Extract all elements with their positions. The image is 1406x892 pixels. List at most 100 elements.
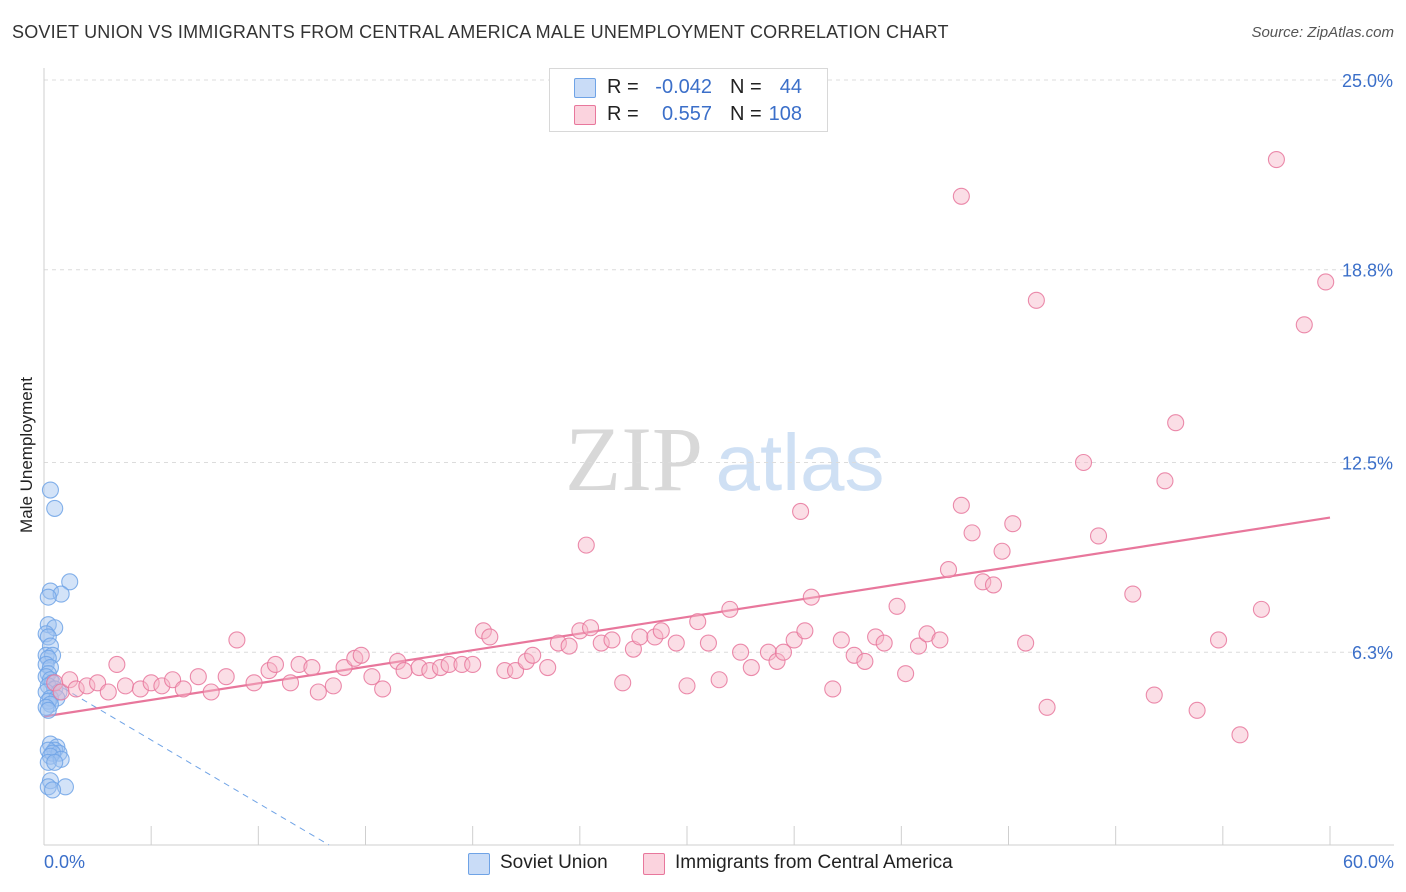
point-central-america bbox=[481, 628, 499, 646]
legend-row-soviet-union: R = -0.042 N = 44 bbox=[550, 74, 827, 100]
point-central-america bbox=[592, 634, 610, 652]
point-central-america bbox=[845, 646, 863, 664]
source-label: Source: ZipAtlas.com bbox=[1251, 24, 1394, 41]
series-label-central-america: Immigrants from Central America bbox=[675, 852, 953, 873]
point-central-america bbox=[1089, 527, 1108, 545]
series-swatch-soviet-union bbox=[468, 853, 490, 875]
point-soviet-union bbox=[44, 781, 62, 799]
correlation-legend: R = -0.042 N = 44 R = 0.557 N = 108 bbox=[549, 68, 828, 132]
point-central-america bbox=[67, 680, 85, 698]
point-central-america bbox=[290, 655, 308, 674]
point-central-america bbox=[517, 652, 535, 670]
point-soviet-union bbox=[39, 701, 57, 719]
point-central-america bbox=[742, 658, 760, 677]
point-central-america bbox=[796, 622, 814, 640]
point-soviet-union bbox=[39, 753, 57, 771]
point-central-america bbox=[984, 576, 1003, 594]
point-central-america bbox=[856, 652, 874, 670]
point-central-america bbox=[824, 680, 842, 698]
point-central-america bbox=[1267, 151, 1285, 169]
point-central-america bbox=[374, 680, 392, 698]
point-central-america bbox=[352, 646, 370, 664]
legend-n-label: N = bbox=[730, 76, 762, 98]
point-central-america bbox=[389, 652, 407, 670]
point-central-america bbox=[1317, 273, 1335, 291]
point-central-america bbox=[260, 662, 278, 680]
legend-n-value: 44 bbox=[779, 76, 802, 98]
point-central-america bbox=[1156, 472, 1174, 490]
point-central-america bbox=[939, 561, 958, 579]
point-central-america bbox=[1295, 316, 1313, 334]
chart-title: SOVIET UNION VS IMMIGRANTS FROM CENTRAL … bbox=[12, 22, 949, 42]
legend-r-value: -0.042 bbox=[655, 76, 712, 98]
point-central-america bbox=[1074, 453, 1093, 472]
series-label-soviet-union: Soviet Union bbox=[500, 852, 608, 873]
point-central-america bbox=[474, 622, 492, 640]
point-central-america bbox=[303, 658, 321, 677]
point-central-america bbox=[732, 643, 750, 661]
point-central-america bbox=[631, 628, 649, 646]
point-soviet-union bbox=[46, 753, 64, 771]
point-central-america bbox=[974, 573, 992, 591]
legend-row-central-america: R = 0.557 N = 108 bbox=[550, 101, 827, 127]
x-tick-label-max: 60.0% bbox=[1342, 852, 1394, 872]
point-central-america bbox=[281, 674, 300, 692]
point-central-america bbox=[689, 613, 707, 631]
point-central-america bbox=[571, 622, 589, 640]
point-central-america bbox=[245, 674, 263, 692]
point-central-america bbox=[202, 683, 220, 701]
point-central-america bbox=[678, 677, 696, 695]
point-central-america bbox=[560, 637, 578, 655]
point-soviet-union bbox=[61, 573, 79, 591]
point-central-america bbox=[652, 622, 670, 640]
legend-r-label: R = bbox=[607, 103, 639, 125]
legend-swatch-central-america bbox=[574, 105, 596, 125]
x-tick-label-min: 0.0% bbox=[44, 852, 86, 872]
series-swatch-central-america bbox=[643, 853, 665, 875]
point-central-america bbox=[142, 674, 160, 692]
legend-swatch-soviet-union bbox=[574, 78, 596, 98]
point-central-america bbox=[189, 668, 207, 686]
point-central-america bbox=[603, 631, 621, 649]
point-central-america bbox=[774, 643, 793, 661]
point-central-america bbox=[78, 677, 96, 695]
point-central-america bbox=[1038, 698, 1056, 716]
point-central-america bbox=[832, 631, 850, 649]
point-central-america bbox=[1027, 291, 1045, 309]
point-soviet-union bbox=[46, 619, 64, 637]
point-central-america bbox=[309, 683, 327, 701]
point-central-america bbox=[897, 665, 915, 683]
point-central-america bbox=[174, 680, 192, 698]
point-central-america bbox=[1231, 726, 1249, 744]
point-central-america bbox=[539, 658, 557, 677]
point-central-america bbox=[153, 677, 171, 695]
y-tick-label: 6.3% bbox=[1352, 643, 1393, 663]
point-central-america bbox=[993, 542, 1011, 560]
point-central-america bbox=[1124, 585, 1142, 603]
point-central-america bbox=[646, 628, 664, 646]
point-central-america bbox=[217, 668, 235, 686]
point-central-america bbox=[131, 680, 149, 698]
point-central-america bbox=[710, 671, 728, 689]
trend-line-soviet-union bbox=[43, 676, 330, 846]
point-central-america bbox=[108, 655, 126, 674]
point-soviet-union bbox=[52, 585, 70, 603]
point-central-america bbox=[1209, 631, 1228, 649]
point-central-america bbox=[577, 536, 595, 554]
point-central-america bbox=[266, 655, 285, 674]
point-central-america bbox=[395, 662, 413, 680]
point-soviet-union bbox=[56, 778, 74, 796]
point-central-america bbox=[952, 496, 970, 514]
legend-r-label: R = bbox=[607, 76, 639, 98]
point-central-america bbox=[802, 588, 820, 606]
y-tick-label: 18.8% bbox=[1342, 261, 1393, 281]
point-central-america bbox=[1167, 414, 1185, 432]
point-central-america bbox=[952, 187, 970, 205]
legend-n-label: N = bbox=[730, 103, 762, 125]
point-soviet-union bbox=[46, 499, 64, 517]
point-central-america bbox=[324, 677, 342, 695]
point-central-america bbox=[99, 683, 117, 701]
watermark: ZIP atlas bbox=[565, 408, 884, 510]
point-central-america bbox=[699, 634, 717, 652]
legend-n-value: 108 bbox=[768, 103, 802, 125]
